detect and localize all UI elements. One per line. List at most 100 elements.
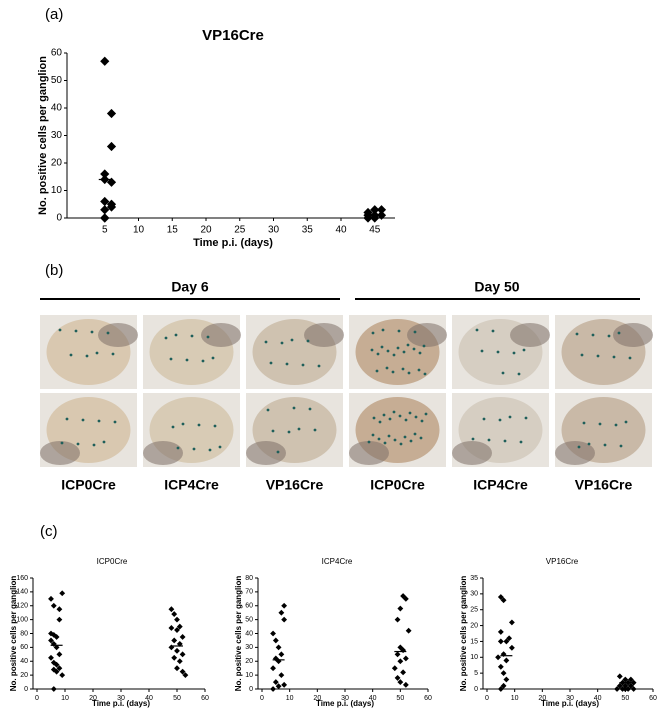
point [53, 634, 60, 640]
photo-spot [612, 355, 616, 359]
point [48, 595, 54, 602]
point [397, 644, 404, 651]
photo-spot [102, 440, 106, 444]
point [171, 654, 178, 661]
photo-spot [419, 436, 423, 440]
x-tick-label: 0 [485, 695, 489, 702]
photo-spot [393, 438, 397, 442]
point [400, 593, 407, 599]
x-tick-label: 10 [511, 695, 519, 702]
photo-spot [413, 330, 417, 334]
photo-spot [385, 366, 389, 370]
photo-spot [58, 328, 62, 332]
x-tick-label: 20 [313, 695, 321, 702]
y-axis-label: No. positive cells per ganglion [9, 576, 18, 692]
point [275, 644, 282, 651]
photo-shadow [349, 441, 389, 465]
point [174, 616, 180, 623]
point [397, 679, 404, 685]
point [48, 630, 54, 637]
y-tick-label: 20 [245, 658, 253, 665]
photo-spot [388, 417, 392, 421]
point [100, 213, 110, 223]
point [630, 686, 637, 692]
y-tick-label: 120 [16, 603, 28, 610]
photo-spot [372, 416, 376, 420]
point [56, 606, 63, 613]
photo-spot [524, 416, 528, 420]
photo-spot [370, 348, 374, 352]
point [402, 655, 409, 662]
photo-spot [213, 424, 217, 428]
photo-spot [381, 328, 385, 332]
y-tick-label: 0 [56, 213, 62, 224]
y-tick-label: 40 [20, 658, 28, 665]
y-tick-label: 80 [245, 575, 253, 582]
photo-spot [306, 339, 310, 343]
photo-spot [171, 425, 175, 429]
photo-spot [95, 351, 99, 355]
photo-spot [377, 437, 381, 441]
photo-spot [92, 443, 96, 447]
point [50, 666, 57, 673]
photo-shadow [407, 323, 447, 347]
point [497, 638, 504, 645]
photo-spot [596, 354, 600, 358]
x-tick-label: 60 [201, 695, 209, 702]
point [168, 644, 175, 651]
x-tick-label: 30 [117, 695, 125, 702]
point [179, 634, 186, 640]
photo-spot [397, 329, 401, 333]
photo-spot [471, 437, 475, 441]
point [363, 213, 373, 223]
y-tick-label: 20 [20, 672, 28, 679]
chart-title: ICP0Cre [97, 557, 128, 566]
point [497, 594, 504, 600]
photo-shadow [98, 323, 138, 347]
photo-spot [407, 371, 411, 375]
point [622, 686, 629, 692]
photo-spot [391, 370, 395, 374]
y-tick-label: 0 [249, 686, 253, 693]
y-axis-label: No. positive cells per ganglion [459, 576, 468, 692]
photo-label: ICP0Cre [370, 477, 425, 493]
photo-spot [422, 344, 426, 348]
point [394, 674, 401, 681]
point [400, 669, 407, 676]
panel-label: (a) [45, 6, 63, 23]
point [174, 627, 180, 633]
x-tick-label: 50 [173, 695, 181, 702]
photo-spot [420, 419, 424, 423]
point [53, 661, 60, 668]
point [176, 658, 183, 665]
photo-spot [617, 331, 621, 335]
point [503, 657, 510, 664]
photo-spot [580, 353, 584, 357]
photo-spot [386, 349, 390, 353]
point [106, 141, 117, 152]
x-axis-label: Time p.i. (days) [193, 237, 273, 249]
photo-spot [111, 352, 115, 356]
chart-title: VP16Cre [546, 557, 579, 566]
x-tick-label: 40 [369, 695, 377, 702]
photo-spot [424, 412, 428, 416]
x-axis-label: Time p.i. (days) [541, 699, 599, 708]
point [53, 668, 60, 675]
photo-grid [40, 315, 653, 467]
photo-spot [69, 353, 73, 357]
photo-spot [106, 331, 110, 335]
point [495, 654, 501, 661]
photo-shadow [201, 323, 241, 347]
chart-title: ICP4Cre [322, 557, 353, 566]
point [402, 681, 409, 688]
photo-spot [266, 408, 270, 412]
photo-shadow [613, 323, 653, 347]
photo-spot [292, 406, 296, 410]
x-tick-label: 60 [424, 695, 432, 702]
point [376, 205, 387, 215]
x-tick-label: 30 [268, 225, 280, 236]
point [627, 676, 634, 683]
x-tick-label: 50 [396, 695, 404, 702]
point [503, 676, 510, 683]
point [630, 679, 637, 686]
